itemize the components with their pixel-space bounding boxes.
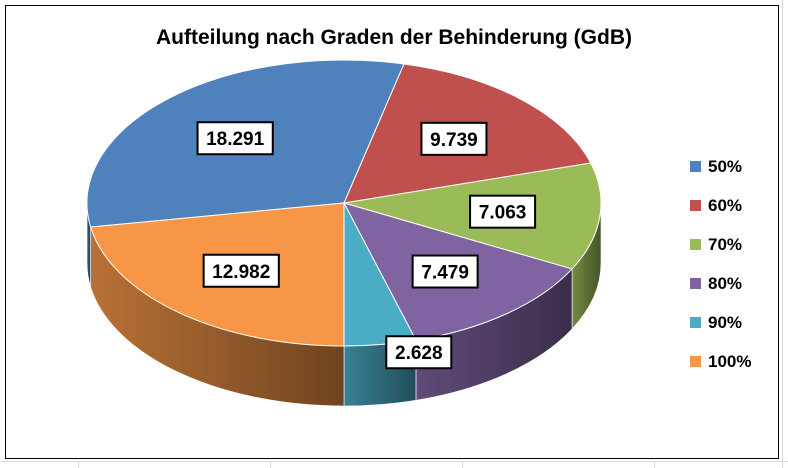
legend-swatch bbox=[690, 239, 701, 250]
data-label-text: 7.479 bbox=[421, 263, 469, 284]
data-label-100pct: 12.982 bbox=[202, 253, 280, 288]
legend-item: 60% bbox=[690, 186, 780, 225]
data-label-text: 12.982 bbox=[212, 262, 270, 283]
data-label-text: 9.739 bbox=[430, 130, 478, 151]
data-label-80pct: 7.479 bbox=[411, 254, 479, 289]
chart-title: Aufteilung nach Graden der Behinderung (… bbox=[155, 26, 632, 49]
legend-swatch bbox=[690, 200, 701, 211]
legend-item: 70% bbox=[690, 225, 780, 264]
legend-label: 60% bbox=[708, 195, 743, 215]
data-label-text: 2.628 bbox=[395, 343, 443, 364]
legend-swatch bbox=[690, 278, 701, 289]
legend-item: 100% bbox=[690, 342, 780, 381]
legend-item: 80% bbox=[690, 264, 780, 303]
legend-label: 50% bbox=[708, 156, 743, 176]
legend-item: 90% bbox=[690, 303, 780, 342]
data-label-50pct: 18.291 bbox=[196, 121, 274, 156]
legend-label: 80% bbox=[708, 273, 743, 293]
data-label-text: 18.291 bbox=[206, 129, 265, 150]
legend-label: 70% bbox=[708, 234, 743, 254]
data-label-90pct: 2.628 bbox=[385, 335, 453, 370]
legend-label: 90% bbox=[708, 312, 743, 332]
data-labels: 18.291 9.739 7.063 7.479 2.628 12.982 bbox=[196, 121, 537, 370]
legend-label: 100% bbox=[708, 351, 752, 371]
data-label-70pct: 7.063 bbox=[469, 194, 537, 229]
legend-swatch bbox=[690, 161, 701, 172]
legend-swatch bbox=[690, 317, 701, 328]
chart-legend: 50% 60% 70% 80% 90% 100% bbox=[690, 147, 780, 381]
legend-swatch bbox=[690, 356, 701, 367]
data-label-60pct: 9.739 bbox=[420, 121, 488, 156]
data-label-text: 7.063 bbox=[479, 203, 527, 224]
legend-item: 50% bbox=[690, 147, 780, 186]
